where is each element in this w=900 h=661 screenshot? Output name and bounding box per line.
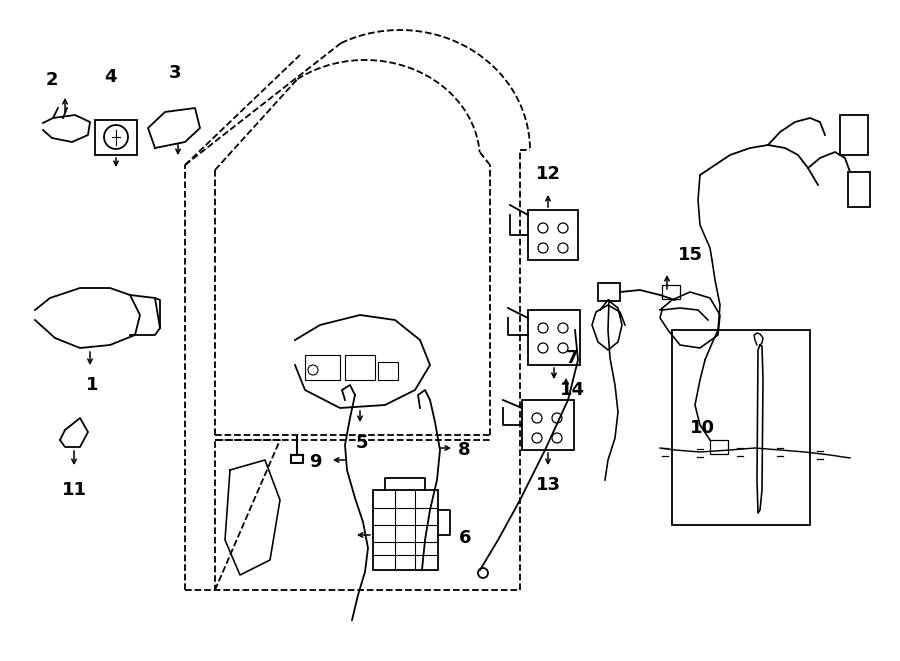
Bar [305,355,340,380]
Text: 12: 12 [536,165,561,183]
Bar [840,115,868,155]
Bar [528,210,578,260]
Text: 7: 7 [566,349,578,367]
Bar [378,362,398,380]
Bar [373,490,438,570]
Bar [848,172,870,207]
Bar [710,440,728,454]
Text: 8: 8 [458,441,471,459]
Text: 11: 11 [61,481,86,499]
Bar [598,283,620,301]
Bar [345,355,375,380]
Text: 4: 4 [104,68,116,86]
Text: 14: 14 [560,381,584,399]
Bar [522,400,574,450]
Bar [528,310,580,365]
Bar [95,120,137,155]
Bar [662,285,680,299]
Text: 2: 2 [46,71,58,89]
Text: 6: 6 [459,529,472,547]
Text: 13: 13 [536,476,561,494]
Text: 3: 3 [169,64,181,82]
Text: 1: 1 [86,376,98,394]
Text: 10: 10 [689,419,715,437]
Text: 5: 5 [356,434,368,452]
Bar [672,330,810,525]
Text: 15: 15 [678,246,703,264]
Text: 9: 9 [309,453,321,471]
